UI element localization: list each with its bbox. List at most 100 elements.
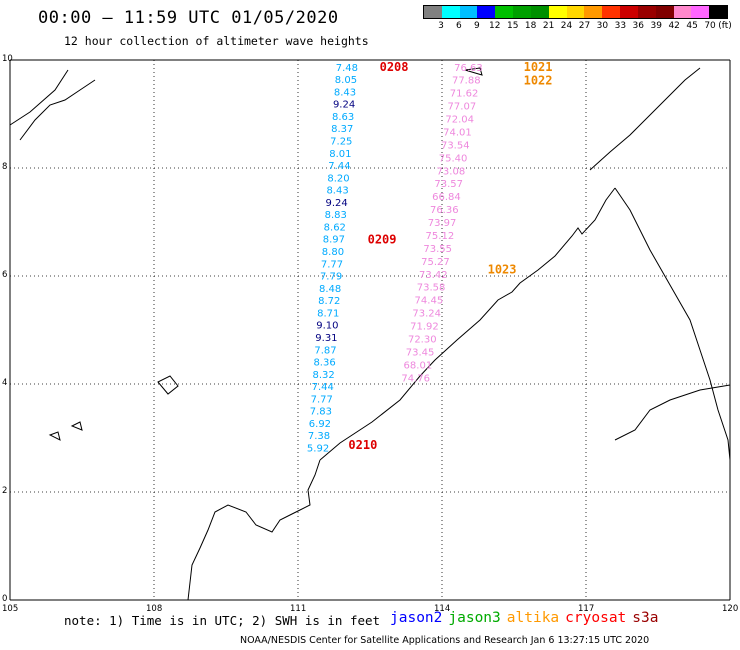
- wave-height-value: 7.77: [311, 394, 333, 405]
- wave-height-value: 74.76: [401, 373, 430, 384]
- wave-height-value: 8.01: [329, 149, 351, 160]
- wave-height-value: 5.92: [307, 444, 329, 455]
- wave-height-value: 8.05: [335, 75, 357, 86]
- wave-height-value: 72.30: [408, 334, 437, 345]
- wave-height-value: 71.62: [450, 89, 479, 100]
- satellite-legend: jason2 jason3 altika cryosat s3a: [390, 610, 664, 626]
- lon-tick-label: 117: [578, 604, 595, 614]
- colorbar-swatch: [459, 6, 478, 18]
- colorbar-label: 21: [542, 21, 555, 31]
- lat-tick-label: 8: [2, 162, 8, 172]
- wave-height-value: 9.24: [333, 100, 355, 111]
- colorbar-swatch: [477, 6, 496, 18]
- colorbar-swatch: [620, 6, 638, 18]
- coastline-island-north: [464, 67, 483, 76]
- lat-tick-label: 0: [2, 594, 8, 604]
- colorbar-swatch: [655, 6, 674, 18]
- pass-time-label: 0209: [368, 233, 397, 247]
- map-svg: 7.488.058.439.248.638.377.258.017.448.20…: [9, 59, 731, 601]
- lon-tick-label: 105: [2, 604, 19, 614]
- legend-item-cryosat: cryosat: [565, 610, 627, 626]
- colorbar-swatch: [548, 6, 567, 18]
- wave-height-value: 77.88: [452, 76, 481, 87]
- wave-height-value: 73.24: [412, 309, 441, 320]
- lon-tick-label: 111: [290, 604, 307, 614]
- colorbar-label: 39: [650, 21, 662, 31]
- colorbar-label: 45: [686, 21, 698, 31]
- colorbar-swatch: [424, 6, 442, 18]
- wave-height-value: 73.58: [417, 283, 446, 294]
- wave-height-value: 9.24: [326, 198, 348, 209]
- colorbar-label: 30: [596, 21, 609, 31]
- coastline-borneo-north: [319, 187, 616, 461]
- wave-height-value: 8.62: [324, 222, 346, 233]
- page-title: 00:00 – 11:59 UTC 01/05/2020: [38, 8, 339, 28]
- coastline-malay-peninsula: [19, 79, 96, 141]
- colorbar-label: 15: [506, 21, 519, 31]
- wave-height-value: 75.12: [426, 231, 455, 242]
- wave-height-value: 6.92: [309, 419, 331, 430]
- wave-height-value: 8.63: [332, 112, 354, 123]
- graticule: [9, 59, 731, 601]
- map-panel: 7.48 8.05 8.43 9.24 8.63 8.37 7.25 8.01 7.44 8.20…: [2, 54, 738, 614]
- colorbar-swatch: [513, 6, 531, 18]
- coastline-borneo-west: [187, 459, 321, 601]
- wave-height-value: 71.92: [410, 322, 439, 333]
- lat-tick-label: 4: [2, 378, 8, 388]
- lon-tick-label: 114: [434, 604, 451, 614]
- wave-height-value: 7.38: [308, 431, 330, 442]
- colorbar-label: 42: [668, 21, 680, 31]
- wave-height-value: 7.44: [328, 161, 350, 172]
- wave-height-value: 7.83: [310, 407, 332, 418]
- coastline-vietnam-tip: [9, 69, 69, 126]
- credit-line: NOAA/NESDIS Center for Satellite Applica…: [240, 635, 650, 646]
- coastline-anambas: [48, 421, 83, 441]
- colorbar-swatch: [495, 6, 514, 18]
- wave-height-value: 8.48: [319, 284, 341, 295]
- wave-height-value: 75.40: [439, 153, 468, 164]
- wave-height-value: 7.48: [336, 63, 358, 74]
- coastline-sulu: [614, 384, 731, 441]
- wave-height-value: 73.55: [423, 244, 452, 255]
- coastline: [9, 67, 731, 601]
- legend-item-jason3: jason3: [448, 610, 501, 626]
- colorbar-label: 9: [473, 21, 480, 31]
- colorbar-swatch: [637, 6, 656, 18]
- lon-tick-label: 120: [722, 604, 739, 614]
- wave-height-value: 8.83: [325, 210, 347, 221]
- wave-height-value: 74.01: [443, 127, 472, 138]
- legend-item-altika: altika: [506, 610, 560, 626]
- legend-item-s3a: s3a: [632, 610, 659, 626]
- wave-height-value: 7.77: [321, 259, 343, 270]
- wave-height-colorbar: [423, 5, 728, 19]
- wave-height-value: 8.80: [322, 247, 344, 258]
- wave-height-value: 73.08: [437, 166, 466, 177]
- wave-height-value: 73.57: [434, 179, 463, 190]
- colorbar-labels: 3 6 9 12 15 18 21 24 27 30 33 36 39 42 45 70 (ft): [423, 21, 735, 33]
- units-note: note: 1) Time is in UTC; 2) SWH is in fe…: [64, 613, 381, 628]
- wave-height-value: 73.54: [441, 140, 470, 151]
- wave-height-value: 8.43: [326, 186, 348, 197]
- colorbar-label: 70: [704, 21, 716, 31]
- coastline-natuna: [157, 375, 179, 395]
- wave-height-value: 8.32: [313, 370, 335, 381]
- colorbar-label: 36: [632, 21, 645, 31]
- page-subtitle: 12 hour collection of altimeter wave hei…: [64, 34, 369, 48]
- wave-height-value: 8.36: [313, 358, 335, 369]
- legend-item-jason2: jason2: [390, 610, 443, 626]
- wave-height-value: 74.45: [415, 296, 444, 307]
- wave-height-value: 68.01: [404, 360, 433, 371]
- colorbar-swatch: [602, 6, 621, 18]
- colorbar-swatch: [691, 6, 710, 18]
- colorbar-label: 27: [578, 21, 591, 31]
- lat-tick-label: 6: [2, 270, 8, 280]
- colorbar-swatch: [673, 6, 692, 18]
- colorbar-label: 33: [614, 21, 627, 31]
- colorbar-swatch: [584, 6, 603, 18]
- lat-tick-label: 2: [2, 486, 8, 496]
- wave-height-value: 8.97: [323, 235, 345, 246]
- lat-tick-label: 10: [2, 54, 13, 64]
- colorbar-label: 24: [560, 21, 573, 31]
